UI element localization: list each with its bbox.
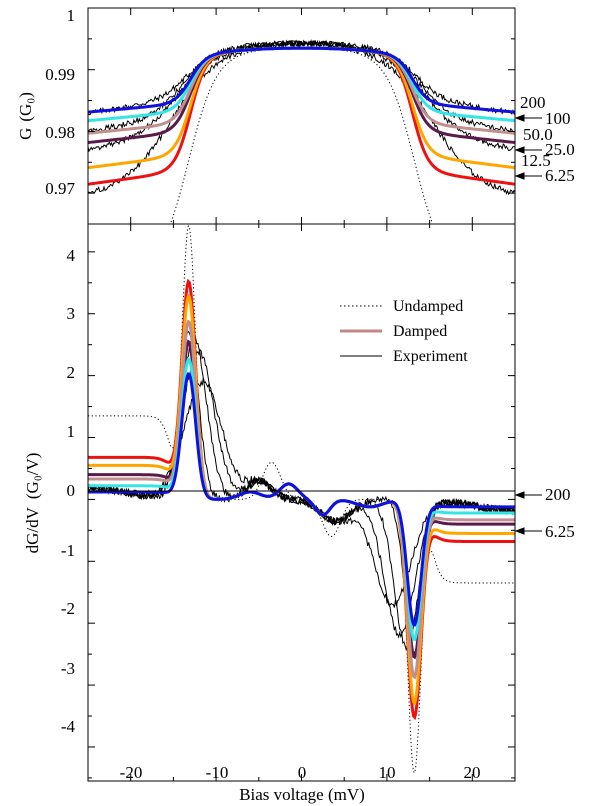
gamma-label-6-25: 6.25 bbox=[545, 166, 575, 185]
gamma-label-100: 100 bbox=[545, 109, 571, 128]
x-tick-label: 10 bbox=[379, 763, 396, 782]
top-y-axis-label-main: G bbox=[16, 128, 35, 140]
bottom-arrow-head-6-25 bbox=[514, 527, 525, 535]
bottom-arrow-head-200 bbox=[514, 491, 525, 499]
top-y-axis-label: G(G₀) bbox=[16, 92, 35, 140]
gamma-label-200: 200 bbox=[520, 93, 546, 112]
bottom-gamma-label-6-25: 6.25 bbox=[545, 522, 575, 541]
top-experiment-line bbox=[88, 39, 515, 135]
top-y-tick-label: 0.98 bbox=[45, 123, 75, 142]
legend-label-experiment: Experiment bbox=[393, 348, 468, 365]
bottom-y-axis-label-unit: G₀/V bbox=[23, 458, 42, 494]
top-y-tick-label: 0.99 bbox=[45, 65, 75, 84]
bottom-y-tick-label: -4 bbox=[61, 717, 76, 736]
x-axis-label: Bias voltage (mV) bbox=[239, 785, 365, 804]
bottom-y-tick-label: -2 bbox=[61, 599, 75, 618]
top-y-axis-label-unit: G₀ bbox=[16, 98, 35, 116]
top-y-tick-labels: 0.97 0.98 0.99 1 bbox=[45, 6, 75, 198]
x-tick-label: -10 bbox=[206, 763, 229, 782]
gamma-label-50: 50.0 bbox=[523, 125, 553, 144]
top-damped-line-12.5 bbox=[88, 46, 515, 170]
svg-text:dG/dV(G₀/V): dG/dV(G₀/V) bbox=[23, 453, 42, 554]
bottom-y-tick-labels: 4 3 2 1 0 -1 -2 -3 -4 bbox=[61, 246, 76, 736]
svg-text:G(G₀): G(G₀) bbox=[16, 92, 35, 140]
x-tick-labels: -20 -10 0 10 20 bbox=[120, 763, 481, 782]
top-gamma-arrows bbox=[514, 114, 542, 180]
bottom-y-axis-label: dG/dV(G₀/V) bbox=[23, 453, 42, 554]
bottom-y-tick-label: -1 bbox=[61, 541, 75, 560]
arrow-head-6-25 bbox=[514, 172, 525, 180]
bottom-damped-line-200 bbox=[88, 372, 515, 627]
bottom-series-group bbox=[88, 224, 515, 774]
top-series-group bbox=[88, 39, 515, 224]
bottom-y-axis-label-main: dG/dV bbox=[23, 506, 42, 553]
bottom-y-tick-label: 4 bbox=[67, 246, 76, 265]
top-damped-line-100 bbox=[88, 46, 515, 123]
bottom-gamma-annotations: 200 6.25 bbox=[545, 485, 575, 541]
bottom-gamma-arrows bbox=[514, 491, 542, 535]
x-tick-label: 0 bbox=[298, 763, 307, 782]
tick-marks bbox=[87, 7, 516, 781]
bottom-y-tick-label: 2 bbox=[67, 363, 76, 382]
top-experiment-line bbox=[88, 40, 515, 196]
legend-label-damped: Damped bbox=[393, 323, 447, 340]
bottom-y-tick-label: 3 bbox=[67, 304, 76, 323]
x-tick-label: -20 bbox=[120, 763, 143, 782]
bottom-y-tick-label: 1 bbox=[67, 422, 76, 441]
bottom-undamped-line bbox=[88, 224, 515, 774]
top-damped-line-25.0 bbox=[88, 46, 515, 145]
top-y-tick-label: 1 bbox=[67, 6, 76, 25]
top-undamped-line bbox=[169, 47, 434, 224]
bottom-gamma-label-200: 200 bbox=[545, 485, 571, 504]
arrow-head-25 bbox=[514, 146, 525, 154]
legend: Undamped Damped Experiment bbox=[340, 298, 468, 365]
arrow-head-100 bbox=[514, 114, 525, 122]
top-experiment-line bbox=[88, 39, 515, 153]
bottom-y-tick-label: 0 bbox=[67, 481, 76, 500]
top-experiment-line bbox=[88, 39, 515, 116]
top-damped-line-200 bbox=[88, 46, 515, 114]
legend-label-undamped: Undamped bbox=[393, 298, 463, 315]
gamma-label-25: 25.0 bbox=[545, 140, 575, 159]
bottom-y-tick-label: -3 bbox=[61, 659, 75, 678]
top-gamma-annotations: 200 100 50.0 25.0 12.5 6.25 bbox=[520, 93, 575, 185]
gamma-label-12-5: 12.5 bbox=[521, 151, 551, 170]
x-tick-label: 20 bbox=[464, 763, 481, 782]
top-y-tick-label: 0.97 bbox=[45, 179, 75, 198]
